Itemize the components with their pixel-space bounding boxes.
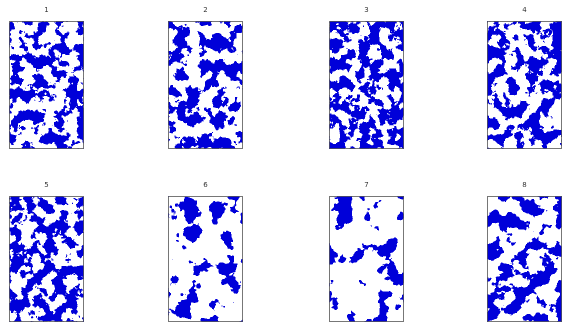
panel-image xyxy=(487,21,562,149)
panel-title: 4 xyxy=(522,6,527,14)
panel-title: 7 xyxy=(364,181,368,189)
panel-image xyxy=(487,196,562,322)
panel-title: 1 xyxy=(44,6,48,14)
panel-title: 3 xyxy=(364,6,368,14)
page: 12345678 (() => { const data = JSON.pars… xyxy=(0,0,563,322)
figure: 1 2 3 4 5 6 7 8 xyxy=(0,0,563,322)
panel-title: 6 xyxy=(203,181,208,189)
panel-image xyxy=(9,21,84,149)
panel-title: 2 xyxy=(203,6,207,14)
panel-image xyxy=(9,196,84,322)
panel-title: 8 xyxy=(522,181,526,189)
panel-image xyxy=(168,21,243,149)
panel-image xyxy=(329,196,404,322)
panel-title: 5 xyxy=(44,181,48,189)
panel-image xyxy=(168,196,243,322)
panel-image xyxy=(329,21,404,149)
